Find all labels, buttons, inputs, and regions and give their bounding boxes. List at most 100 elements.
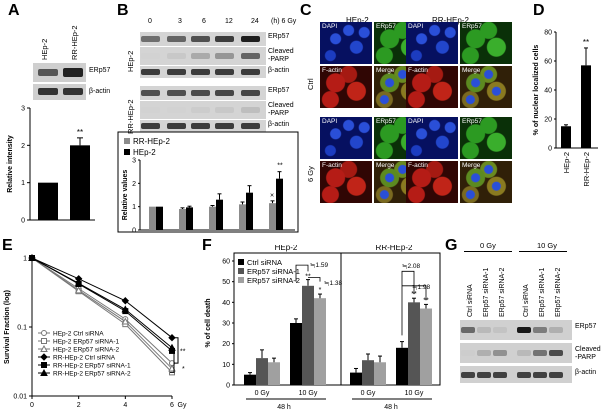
c-image-14: F-actin (406, 161, 458, 203)
b-band-4-2 (191, 107, 210, 113)
f-bar-2-2 (374, 362, 386, 385)
e-legend-label-5: RR-HEp-2 ERp57 siRNA-2 (53, 371, 131, 378)
e-legend-label-1: HEp-2 ERp57 siRNA-1 (53, 339, 119, 346)
c-image-10: DAPI (406, 117, 458, 159)
d-chart: 0 20 40 60 80 % of nuclear localized cells HEp… (533, 30, 598, 187)
a-bar-0 (38, 182, 58, 220)
g-dose-0: 0 Gy (480, 241, 496, 250)
a-ytick-label-3: 3 (21, 106, 25, 113)
f-ylabel: % of cell death (205, 298, 212, 347)
d-sig-1: ** (583, 38, 589, 47)
f-xtick-label-2: 0 Gy (361, 390, 376, 397)
g-band-1-2 (493, 350, 507, 356)
f-bar-0-0 (244, 374, 256, 385)
b-band-0-3 (215, 36, 234, 42)
f-xtick-label-1: 10 Gy (299, 390, 318, 397)
c-channel-label: ERp57 (376, 23, 396, 30)
b-ytick-label-0: 0 (132, 228, 136, 235)
g-band-1-0 (461, 350, 475, 356)
e-chart: 0.01 0.1 1 0 2 4 6 Gy Survival Fraction (log) HEp… (4, 253, 187, 409)
g-band-1-5 (549, 350, 563, 356)
b-chart-frame (117, 131, 299, 233)
b-band-3-0 (141, 90, 160, 96)
g-blot-2 (460, 366, 572, 383)
g-lane-0: Ctrl siRNA (467, 284, 474, 317)
c-image-11: ERp57 (460, 117, 512, 159)
d-ytick-label-0: 0 (548, 146, 552, 153)
f-chart: 0 10 20 30 40 50 60 % of cell death 0 Gy 10 Gy 0 G… (205, 245, 441, 411)
panel-label-d: D (533, 2, 545, 19)
e-legend-label-2: HEp-2 ERp57 siRNA-2 (53, 347, 119, 354)
f-bar-0-3 (396, 347, 408, 385)
g-label-1: Cleaved -PARP (575, 346, 601, 361)
b-blot-1 (140, 47, 266, 65)
d-ylabel: % of nuclear localized cells (533, 45, 540, 136)
f-frame (233, 252, 441, 386)
f-legend-swatch-0 (238, 259, 244, 265)
b-band-1-2 (191, 53, 210, 59)
g-blot-1 (460, 343, 572, 363)
f-bracket-3 (402, 285, 427, 301)
a-lane-hep2: HEp-2 (40, 38, 49, 60)
e-legend-marker-3 (40, 353, 48, 361)
e-line-2 (31, 257, 173, 369)
panel-label-f: F (202, 237, 212, 254)
g-lane-5: ERp57 siRNA-2 (555, 267, 562, 317)
c-image-0: DAPI (320, 22, 372, 64)
g-lane-3: Ctrl siRNA (523, 284, 530, 317)
b-band-2-2 (191, 69, 210, 75)
b-blot-3 (140, 86, 266, 100)
b-cell-rrhep2: RR-HEp-2 (126, 99, 135, 134)
f-time-label-0: 48 h (277, 404, 291, 411)
g-band-2-2 (493, 371, 507, 378)
b-band-1-4 (241, 53, 260, 59)
c-col-rrhep2: RR-HEp-2 (432, 16, 469, 25)
b-legend-swatch-0 (124, 138, 130, 144)
g-band-0-2 (493, 327, 507, 333)
panel-label-a: A (8, 2, 20, 19)
f-ytick-label-2: 20 (222, 341, 230, 348)
b-annot-0: × (270, 193, 274, 200)
b-blot-4 (140, 101, 266, 119)
b-time-unit: (h) 6 Gy (271, 18, 297, 25)
panel-label-g: G (445, 237, 458, 254)
b-legend-label-0: RR-HEp-2 (133, 137, 170, 146)
g-band-1-3 (517, 350, 531, 356)
e-point-2-1 (74, 286, 83, 294)
e-legend-marker-1 (41, 338, 47, 344)
f-bracket-1 (308, 277, 321, 282)
panel-label-e: E (2, 237, 13, 254)
b-band-3-3 (215, 90, 234, 96)
b-band-0-1 (167, 36, 186, 42)
f-legend-swatch-1 (238, 268, 244, 274)
a-ytick-label-2: 2 (21, 143, 25, 150)
a-sig-1: ** (77, 128, 83, 137)
g-band-2-4 (533, 371, 547, 378)
e-point-5-1 (74, 279, 83, 287)
e-bracket-1 (170, 350, 175, 373)
c-channel-label: DAPI (408, 118, 424, 125)
g-dose-line-10 (519, 251, 567, 252)
f-ytick-label-1: 10 (222, 362, 230, 369)
g-label-2: β-actin (575, 369, 597, 376)
e-annot-0: ** (180, 348, 186, 355)
e-point-3-3 (168, 333, 176, 342)
b-label-5: β-actin (268, 121, 290, 128)
b-bar-0-2 (209, 206, 216, 230)
g-dose-10: 10 Gy (537, 241, 558, 250)
b-band-4-0 (141, 107, 160, 113)
e-xtick-label-1: 2 (77, 402, 81, 409)
c-channel-label: F-actin (408, 162, 428, 169)
e-point-5-0 (28, 253, 36, 261)
b-blot-5 (140, 120, 266, 132)
c-image-4: F-actin (320, 66, 372, 108)
b-band-2-1 (167, 69, 186, 75)
b-band-5-0 (141, 123, 160, 129)
a-ylabel: Relative intensity (7, 135, 14, 193)
f-ytick-label-6: 60 (222, 259, 230, 266)
b-bar-0-0 (149, 206, 156, 230)
b-band-5-3 (215, 123, 234, 129)
f-bar-1-2 (362, 360, 374, 385)
b-band-3-4 (241, 90, 260, 96)
c-channel-label: F-actin (408, 67, 428, 74)
